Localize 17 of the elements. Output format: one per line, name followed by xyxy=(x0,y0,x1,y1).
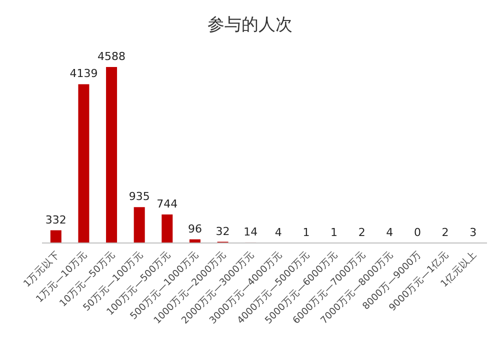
data-label: 0 xyxy=(414,226,421,239)
data-label: 2 xyxy=(358,226,366,239)
data-label: 96 xyxy=(188,222,202,236)
data-label: 744 xyxy=(156,197,178,210)
data-label: 3 xyxy=(470,226,477,239)
data-label: 4 xyxy=(274,226,282,239)
data-label: 4139 xyxy=(70,67,98,80)
data-label: 2 xyxy=(442,226,449,239)
data-label: 14 xyxy=(244,225,258,238)
data-label: 1 xyxy=(302,226,310,239)
data-label: 332 xyxy=(45,213,66,226)
data-label: 4588 xyxy=(98,50,126,63)
data-label: 4 xyxy=(386,226,394,239)
chart-title: 参与的人次 xyxy=(208,15,292,35)
data-label: 32 xyxy=(216,224,230,238)
data-label: 1 xyxy=(330,226,338,239)
data-label: 935 xyxy=(128,190,150,204)
